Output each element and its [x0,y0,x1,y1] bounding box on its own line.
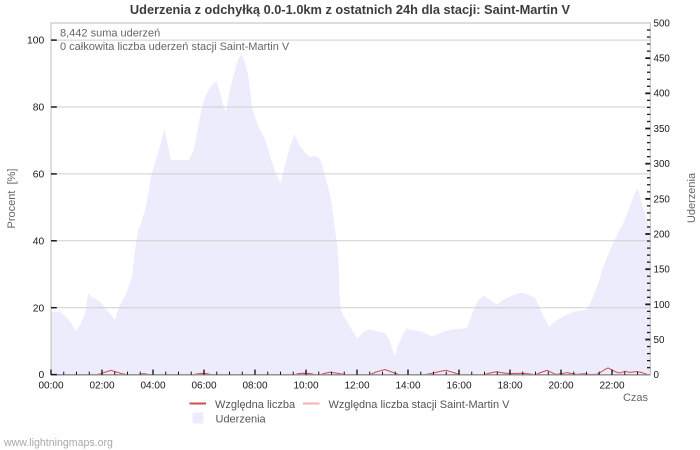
svg-text:00:00: 00:00 [38,381,63,392]
svg-text:10:00: 10:00 [293,381,318,392]
svg-text:250: 250 [654,194,671,205]
svg-text:04:00: 04:00 [140,381,165,392]
svg-text:Uderzenia: Uderzenia [216,413,267,425]
svg-text:400: 400 [654,89,671,100]
svg-text:450: 450 [654,54,671,65]
svg-text:60: 60 [33,170,45,181]
svg-text:80: 80 [33,103,45,114]
svg-text:100: 100 [654,300,671,311]
svg-text:02:00: 02:00 [89,381,114,392]
svg-text:300: 300 [654,159,671,170]
svg-text:0: 0 [38,370,44,381]
svg-text:8,442 suma uderzeń: 8,442 suma uderzeń [60,28,160,40]
svg-text:20:00: 20:00 [548,381,573,392]
svg-text:Uderzenia: Uderzenia [686,172,698,223]
svg-text:100: 100 [27,36,44,47]
svg-text:06:00: 06:00 [191,381,216,392]
svg-text:22:00: 22:00 [599,381,624,392]
svg-text:350: 350 [654,124,671,135]
svg-text:200: 200 [654,229,671,240]
svg-text:14:00: 14:00 [395,381,420,392]
svg-text:12:00: 12:00 [344,381,369,392]
svg-text:Uderzenia z odchyłką 0.0-1.0km: Uderzenia z odchyłką 0.0-1.0km z ostatni… [130,2,571,17]
svg-text:16:00: 16:00 [446,381,471,392]
svg-text:0 całkowita liczba uderzeń sta: 0 całkowita liczba uderzeń stacji Saint-… [60,41,290,53]
svg-text:Względna liczba stacji Saint-M: Względna liczba stacji Saint-Martin V [329,399,511,411]
svg-text:Czas: Czas [623,392,649,404]
svg-text:18:00: 18:00 [497,381,522,392]
svg-text:40: 40 [33,236,45,247]
svg-text:150: 150 [654,265,671,276]
svg-text:08:00: 08:00 [242,381,267,392]
svg-text:Względna liczba: Względna liczba [215,399,296,411]
svg-text:50: 50 [654,335,665,346]
svg-text:0: 0 [654,370,660,381]
svg-text:Procent [%]: Procent [%] [6,169,18,229]
svg-text:www.lightningmaps.org: www.lightningmaps.org [3,437,113,449]
svg-text:20: 20 [33,303,45,314]
svg-text:500: 500 [654,18,671,29]
